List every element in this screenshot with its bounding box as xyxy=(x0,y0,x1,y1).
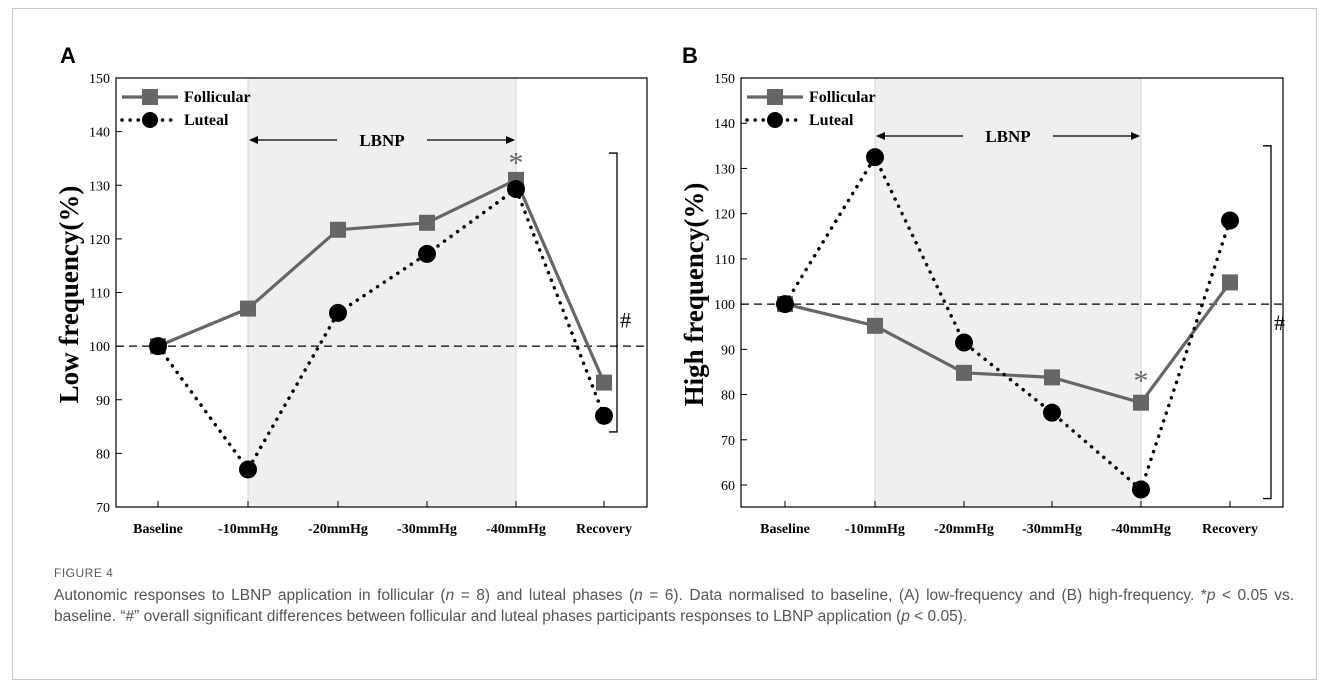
lbnp-label: LBNP xyxy=(359,131,404,150)
lbnp-shaded-region xyxy=(248,78,516,507)
x-tick-label: -30mmHg xyxy=(397,522,457,537)
data-point-follicular xyxy=(1133,394,1149,411)
y-tick-label: 70 xyxy=(721,434,735,449)
arrow-head-left xyxy=(876,132,885,140)
caption-text: < 0.05 vs. baseline. “#” overall signifi… xyxy=(54,587,1294,625)
data-point-follicular xyxy=(596,374,612,391)
series-line-follicular xyxy=(783,280,1232,405)
data-point-luteal xyxy=(149,337,167,356)
caption-text: Autonomic responses to LBNP application … xyxy=(54,587,446,604)
lbnp-label: LBNP xyxy=(985,127,1030,146)
caption-p: p xyxy=(901,608,910,625)
y-tick-label: 150 xyxy=(89,72,110,87)
y-axis-label: High frequency(%) xyxy=(679,183,709,407)
y-tick-label: 120 xyxy=(89,233,110,248)
y-tick-label: 110 xyxy=(715,253,735,268)
legend-marker-follicular xyxy=(767,89,783,105)
data-point-luteal xyxy=(507,180,525,199)
y-tick-label: 80 xyxy=(721,389,735,404)
x-tick-label: -20mmHg xyxy=(934,522,994,537)
significance-bracket xyxy=(609,152,618,433)
figure-label: FIGURE 4 xyxy=(54,566,114,580)
y-tick-label: 130 xyxy=(714,162,735,177)
data-point-follicular xyxy=(240,300,256,317)
data-point-follicular xyxy=(956,364,972,381)
y-tick-label: 120 xyxy=(714,208,735,223)
figure-frame xyxy=(12,8,1317,680)
significance-hash: # xyxy=(620,307,631,332)
x-tick-label: -10mmHg xyxy=(845,522,905,537)
caption-text: = 8) and luteal phases ( xyxy=(454,587,635,604)
caption-text: < 0.05). xyxy=(909,608,968,625)
data-point-luteal xyxy=(329,303,347,322)
data-point-luteal xyxy=(866,148,884,167)
caption-text: = 6). Data normalised to baseline, (A) l… xyxy=(642,587,1207,604)
data-point-follicular xyxy=(867,317,883,334)
panel-letter: A xyxy=(60,43,76,68)
panel-letter: B xyxy=(682,43,698,68)
legend-label-luteal: Luteal xyxy=(809,112,854,129)
y-tick-label: 80 xyxy=(96,447,110,462)
data-point-follicular xyxy=(330,221,346,238)
arrow-head-left xyxy=(249,136,258,144)
legend-marker-follicular xyxy=(142,89,158,105)
caption-n: n xyxy=(634,587,643,604)
x-tick-label: -30mmHg xyxy=(1022,522,1082,537)
y-axis-label: Low frequency(%) xyxy=(54,186,84,404)
y-tick-label: 140 xyxy=(714,117,735,132)
data-point-follicular xyxy=(419,214,435,231)
legend-label-luteal: Luteal xyxy=(184,112,229,129)
x-tick-label: Baseline xyxy=(133,522,183,537)
data-point-follicular xyxy=(1044,369,1060,386)
significance-hash: # xyxy=(1274,310,1285,335)
caption-n: n xyxy=(445,587,455,604)
x-tick-label: -20mmHg xyxy=(308,522,368,537)
chart-panel-a: A 70 80 90 100 110 120 130 140 150 Baseline -10mmHg… xyxy=(54,43,648,537)
y-tick-label: 140 xyxy=(89,126,110,141)
y-tick-label: 90 xyxy=(721,343,735,358)
y-tick-label: 130 xyxy=(89,179,110,194)
x-tick-label: Recovery xyxy=(1202,522,1258,537)
data-point-luteal xyxy=(776,295,794,314)
y-tick-label: 90 xyxy=(96,394,110,409)
data-point-luteal xyxy=(239,460,257,479)
series-line-luteal xyxy=(783,153,1232,493)
y-tick-label: 150 xyxy=(714,72,735,87)
legend-marker-luteal xyxy=(142,112,158,128)
y-tick-label: 100 xyxy=(89,340,110,355)
chart-panel-b: B 60 70 80 90 100 110 120 130 140 150 Baseline -10mm… xyxy=(679,43,1285,537)
series-line-follicular xyxy=(156,177,606,385)
series-line-luteal xyxy=(156,186,606,473)
caption-p: p xyxy=(1206,587,1216,604)
data-point-luteal xyxy=(1132,480,1150,499)
data-point-luteal xyxy=(1221,211,1239,230)
x-tick-label: -10mmHg xyxy=(218,522,278,537)
y-tick-label: 70 xyxy=(96,501,110,516)
significance-star: * xyxy=(1134,364,1149,397)
arrow-head-right xyxy=(506,136,515,144)
y-tick-label: 110 xyxy=(90,287,110,302)
x-tick-label: Recovery xyxy=(576,522,632,537)
x-tick-label: Baseline xyxy=(760,522,810,537)
legend-label-follicular: Follicular xyxy=(809,89,876,106)
significance-bracket xyxy=(1263,145,1272,500)
y-tick-label: 100 xyxy=(714,298,735,313)
significance-star: * xyxy=(509,146,524,179)
data-point-follicular xyxy=(1222,274,1238,291)
figure-4-charts: A 70 80 90 100 110 120 130 140 150 Baseline -10mmHg… xyxy=(54,43,1285,537)
y-tick-label: 60 xyxy=(721,479,735,494)
x-tick-label: -40mmHg xyxy=(486,522,546,537)
data-point-luteal xyxy=(418,244,436,263)
legend-label-follicular: Follicular xyxy=(184,89,251,106)
data-point-luteal xyxy=(595,406,613,425)
data-point-luteal xyxy=(955,333,973,352)
axes-frame xyxy=(740,77,1284,508)
figure-caption: Autonomic responses to LBNP application … xyxy=(54,585,1294,627)
arrow-head-right xyxy=(1131,132,1140,140)
x-tick-label: -40mmHg xyxy=(1111,522,1171,537)
data-point-luteal xyxy=(1043,403,1061,422)
legend-marker-luteal xyxy=(767,112,783,128)
lbnp-shaded-region xyxy=(875,78,1141,507)
